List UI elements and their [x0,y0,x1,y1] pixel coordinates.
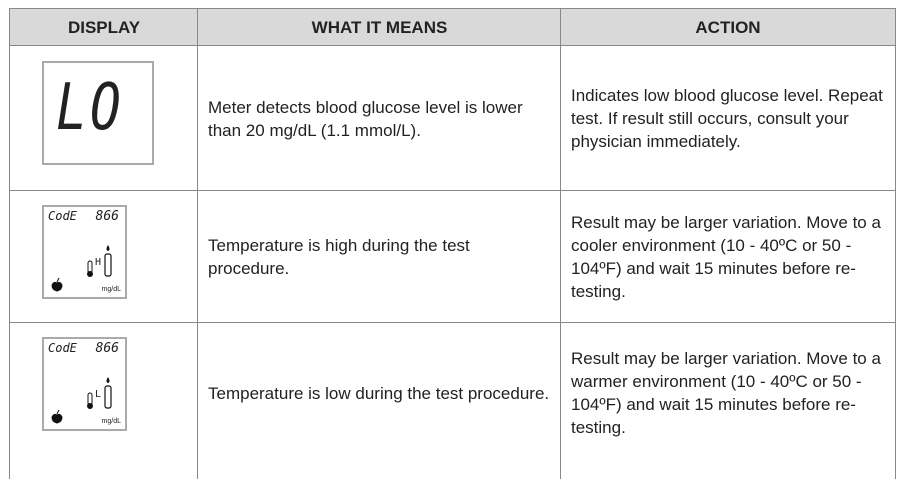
meaning-cell: Meter detects blood glucose level is low… [197,45,561,191]
action-cell: Indicates low blood glucose level. Repea… [560,45,896,191]
lcd-code: CodE [48,341,77,355]
header-text: WHAT IT MEANS [312,18,448,38]
lcd-number: 866 [96,341,119,356]
header-cell: DISPLAY [9,8,198,46]
lcd-display: LO [42,61,154,165]
table: DISPLAY WHAT IT MEANS ACTION LO Meter detect… [9,8,895,478]
page: {"table": {"header": ["DISPLAY", "WHAT I… [0,0,906,478]
action-cell: Result may be larger variation. Move to … [560,190,896,323]
lcd-indicator: L [95,389,101,400]
meaning-text: Temperature is low during the test proce… [208,382,549,405]
meaning-text: Meter detects blood glucose level is low… [208,96,551,142]
header-cell: WHAT IT MEANS [197,8,561,46]
action-cell: Result may be larger variation. Move to … [560,322,896,479]
header-text: ACTION [695,18,760,38]
display-cell: LO [9,45,198,191]
lcd-number: 866 [96,209,119,224]
meaning-cell: Temperature is high during the test proc… [197,190,561,323]
lcd-unit: mg/dL [102,418,121,425]
action-text: Result may be larger variation. Move to … [571,347,885,439]
lcd-code: CodE [48,209,77,223]
meaning-cell: Temperature is low during the test proce… [197,322,561,479]
header-text: DISPLAY [68,18,140,38]
lcd-text: LO [56,71,124,145]
meaning-text: Temperature is high during the test proc… [208,234,551,280]
lcd-unit: mg/dL [102,286,121,293]
action-text: Result may be larger variation. Move to … [571,211,885,303]
lcd-indicator: H [95,257,101,268]
action-text: Indicates low blood glucose level. Repea… [571,84,885,153]
header-cell: ACTION [560,8,896,46]
